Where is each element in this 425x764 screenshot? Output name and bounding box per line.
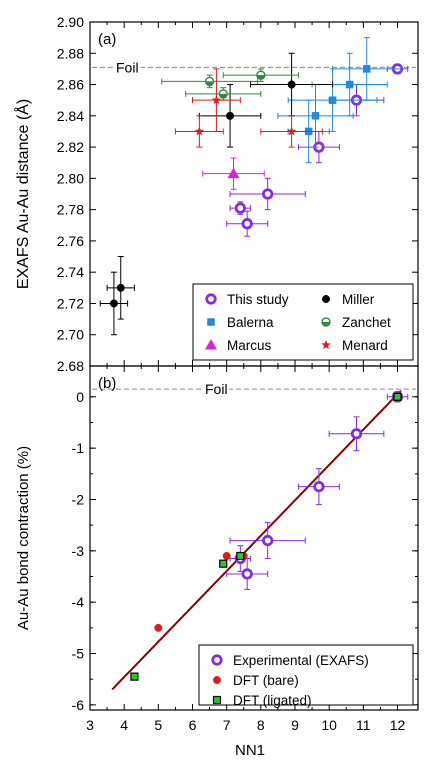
legend: Experimental (EXAFS) DFT (bare) DFT (ligat…	[198, 644, 414, 708]
data-point-zanchet-fill	[256, 75, 265, 80]
series-dft-ligated	[130, 392, 402, 681]
series-menard	[174, 68, 323, 148]
foil-label: Foil	[205, 381, 228, 397]
data-point-miller	[109, 299, 118, 308]
y-tick-label: -2	[72, 491, 85, 507]
y-tick-label: -5	[72, 646, 85, 662]
data-point-dft-bare	[154, 623, 163, 632]
data-point-this-study	[262, 188, 274, 200]
y-tick-label: 2.76	[57, 233, 84, 249]
legend-marker-experimental-exafs	[211, 654, 223, 666]
x-tick-label: 5	[154, 717, 162, 733]
foil-label: Foil	[116, 59, 139, 75]
series-marcus	[202, 157, 265, 190]
data-point-experimental-exafs	[313, 481, 325, 493]
legend-marker-menard	[321, 340, 331, 350]
data-point-menard	[211, 95, 222, 105]
y-tick-label: 2.78	[57, 202, 84, 218]
x-tick-label: 12	[390, 717, 406, 733]
y-tick-label: -1	[72, 440, 85, 456]
data-point-dft-bare	[222, 551, 231, 560]
data-point-balerna	[363, 65, 371, 73]
y-axis-title: Au-Au bond contraction (%)	[15, 446, 32, 630]
y-tick-label: 2.84	[57, 108, 84, 124]
y-tick-label: 2.86	[57, 77, 84, 93]
x-tick-label: 11	[356, 717, 371, 733]
x-tick-label: 6	[189, 717, 197, 733]
data-point-this-study	[241, 218, 253, 230]
legend-marker-marcus	[205, 339, 217, 350]
data-point-miller	[287, 80, 296, 89]
legend-label-experimental-exafs: Experimental (EXAFS)	[233, 653, 369, 668]
data-point-zanchet-fill	[205, 81, 214, 86]
y-tick-label: 2.70	[57, 327, 84, 343]
y-tick-label: 2.72	[57, 295, 84, 311]
legend-label-menard: Menard	[342, 338, 388, 353]
x-tick-label: 8	[257, 717, 265, 733]
legend-label-marcus: Marcus	[227, 338, 272, 353]
data-point-dft-ligated	[219, 559, 228, 568]
legend-label-zanchet: Zanchet	[342, 315, 391, 330]
legend-marker-miller	[322, 295, 330, 303]
foil-label-background	[203, 380, 230, 399]
y-tick-label: 2.88	[57, 45, 84, 61]
legend-marker-balerna	[207, 318, 215, 326]
series-zanchet	[161, 68, 299, 101]
legend-box	[198, 644, 414, 706]
x-tick-label: 4	[120, 717, 128, 733]
y-tick-label: -4	[72, 594, 85, 610]
y-tick-label: 2.90	[57, 14, 84, 30]
data-point-experimental-exafs	[350, 428, 363, 440]
legend-marker-this-study	[205, 293, 217, 305]
data-point-menard	[194, 126, 205, 136]
x-tick-label: 3	[86, 717, 94, 733]
y-tick-label: 2.82	[57, 139, 84, 155]
legend-label-dft-bare: DFT (bare)	[233, 673, 299, 688]
y-tick-label: -6	[72, 697, 85, 713]
panel-label: (a)	[98, 31, 116, 48]
panel-b: 3 4 5 6 7 8 9 10 11 12 0 -1 -2 -3 -4 -5 -6 Au-Au bond con…	[15, 365, 419, 733]
data-point-menard	[286, 126, 297, 136]
data-point-balerna	[328, 96, 337, 104]
legend-marker-dft-bare	[213, 676, 221, 684]
x-tick-label: 9	[291, 717, 299, 733]
data-point-marcus	[227, 167, 240, 179]
x-tick-label: 7	[223, 717, 231, 733]
y-tick-label: 2.80	[57, 170, 84, 186]
linear-fit-line	[111, 389, 402, 691]
x-tick-label: 10	[321, 717, 337, 733]
data-point-dft-ligated	[130, 672, 139, 681]
data-point-experimental-exafs	[262, 534, 274, 547]
data-point-miller	[226, 111, 235, 120]
legend-label-dft-ligated: DFT (ligated)	[233, 693, 312, 708]
legend-label-balerna: Balerna	[227, 315, 274, 330]
data-point-balerna	[345, 80, 354, 89]
data-point-dft-ligated	[236, 551, 245, 561]
plot-frame	[89, 365, 419, 711]
y-axis-title: EXAFS Au-Au distance (Å)	[13, 99, 32, 289]
data-point-balerna	[311, 112, 320, 120]
data-point-this-study	[234, 202, 246, 214]
foil-label-background	[114, 58, 141, 77]
panel-a: 2.68 2.70 2.72 2.74 2.76 2.78 2.80 2.82 2.84 2.86…	[13, 14, 419, 374]
data-point-experimental-exafs	[241, 568, 253, 580]
data-point-zanchet-fill	[219, 93, 228, 98]
y-tick-label: 2.68	[57, 358, 84, 374]
panel-label: (b)	[98, 375, 116, 392]
legend-marker-zanchet-fill	[322, 322, 330, 326]
x-axis-title: NN1	[235, 742, 265, 759]
legend-label-this-study: This study	[227, 292, 289, 307]
y-tick-label: -3	[72, 543, 85, 559]
legend-marker-dft-ligated	[212, 695, 222, 705]
data-point-miller	[116, 283, 125, 292]
legend: This study Balerna Marcus Miller Zanchet Mena…	[192, 283, 414, 361]
legend-box	[192, 283, 414, 361]
y-tick-label: 2.74	[57, 264, 84, 280]
legend-label-miller: Miller	[342, 292, 375, 307]
data-point-dft-ligated	[393, 392, 402, 401]
y-tick-label: 0	[76, 389, 84, 405]
